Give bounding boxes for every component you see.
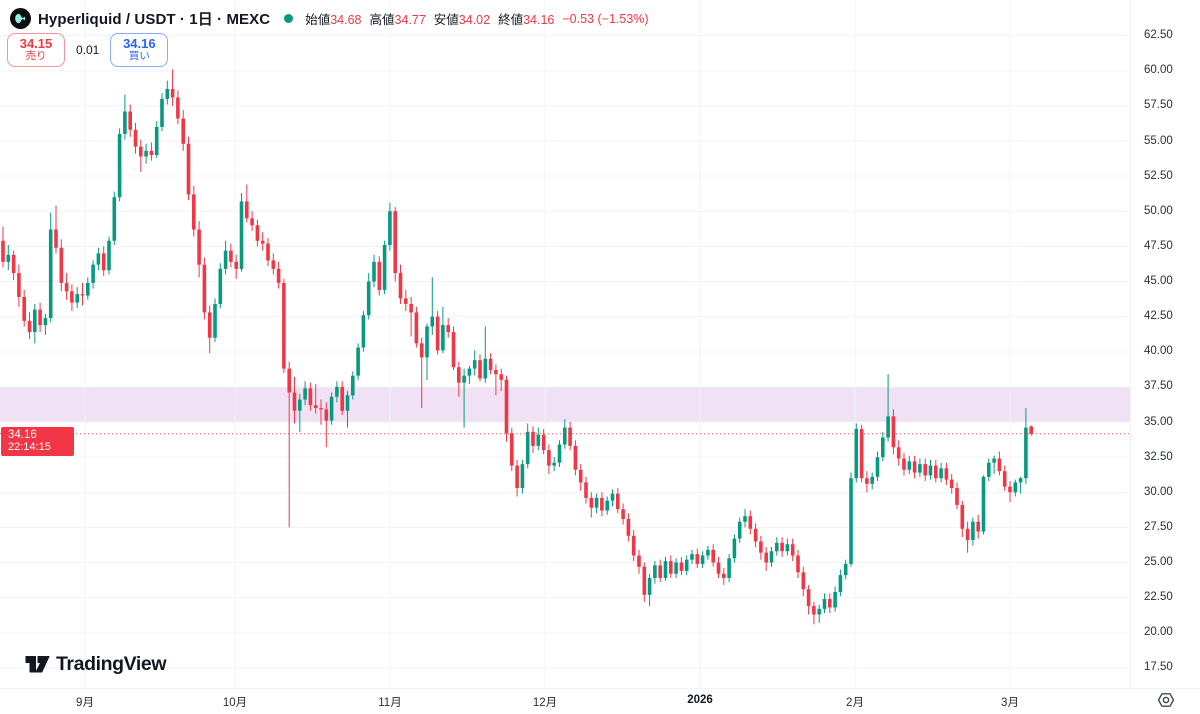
- price-tick-label: 40.00: [1144, 345, 1173, 358]
- candlestick-chart[interactable]: [0, 0, 1130, 688]
- price-tick-label: 37.50: [1144, 380, 1173, 393]
- price-tick-label: 60.00: [1144, 64, 1173, 77]
- tradingview-mark-icon: [25, 656, 50, 673]
- order-panel: 34.15 売り 0.01 34.16 買い: [7, 33, 169, 67]
- price-tick-label: 57.50: [1144, 99, 1173, 112]
- price-tick-label: 27.50: [1144, 520, 1173, 533]
- time-axis[interactable]: 9月 10月 11月 12月 2026 2月 3月: [0, 688, 1200, 714]
- price-tick-label: 30.00: [1144, 485, 1173, 498]
- price-axis[interactable]: 62.50 60.00 57.50 55.00 52.50 50.00 47.50 45.00…: [1130, 0, 1200, 688]
- price-change: −0.53 (−1.53%): [562, 11, 649, 26]
- price-tick-label: 35.00: [1144, 415, 1173, 428]
- market-status-icon: [284, 14, 294, 23]
- bar-countdown: 22:14:15: [8, 441, 51, 453]
- time-tick-label: 3月: [1001, 697, 1019, 709]
- tradingview-logo[interactable]: TradingView: [25, 653, 167, 676]
- price-tick-label: 47.50: [1144, 239, 1173, 252]
- hyperliquid-logo-icon: [10, 8, 31, 29]
- time-tick-label: 10月: [222, 697, 248, 709]
- price-tick-label: 22.50: [1144, 591, 1173, 604]
- legend-high: 高値34.77: [369, 13, 426, 27]
- sell-label: 売り: [25, 50, 47, 63]
- chart-canvas[interactable]: [0, 0, 1130, 688]
- sell-price: 34.15: [19, 36, 53, 52]
- price-tick-label: 45.00: [1144, 275, 1173, 287]
- axis-settings-icon[interactable]: [1157, 691, 1175, 709]
- current-price-label: 34.16 22:14:15: [1, 427, 74, 456]
- tradingview-logo-text: TradingView: [56, 653, 167, 675]
- buy-price: 34.16: [123, 36, 156, 52]
- legend-low: 安値34.02: [433, 13, 491, 27]
- price-tick-label: 50.00: [1144, 204, 1173, 217]
- price-tick-label: 25.00: [1144, 556, 1173, 568]
- time-tick-label: 12月: [532, 697, 558, 709]
- current-price-value: 34.16: [8, 429, 37, 441]
- price-tick-label: 42.50: [1144, 310, 1173, 323]
- sell-button[interactable]: 34.15 売り: [7, 33, 65, 67]
- buy-button[interactable]: 34.16 買い: [110, 33, 169, 67]
- time-tick-label: 2月: [846, 697, 864, 709]
- spread-value: 0.01: [76, 43, 100, 57]
- price-tick-label: 20.00: [1144, 626, 1173, 639]
- price-tick-label: 32.50: [1144, 450, 1173, 463]
- time-tick-label: 11月: [378, 697, 402, 709]
- legend-close: 終値34.16: [498, 13, 555, 27]
- symbol-header: Hyperliquid / USDT · 1日 · MEXC 始値34.68 高…: [10, 8, 649, 29]
- time-tick-label: 9月: [76, 697, 94, 709]
- price-tick-label: 55.00: [1144, 134, 1173, 147]
- legend-open: 始値34.68: [305, 13, 362, 27]
- price-tick-label: 17.50: [1144, 661, 1173, 674]
- buy-label: 買い: [128, 50, 150, 63]
- price-tick-label: 52.50: [1144, 169, 1173, 182]
- time-tick-label: 2026: [687, 694, 713, 706]
- price-tick-label: 62.50: [1144, 29, 1173, 42]
- symbol-title: Hyperliquid / USDT · 1日 · MEXC: [38, 11, 271, 28]
